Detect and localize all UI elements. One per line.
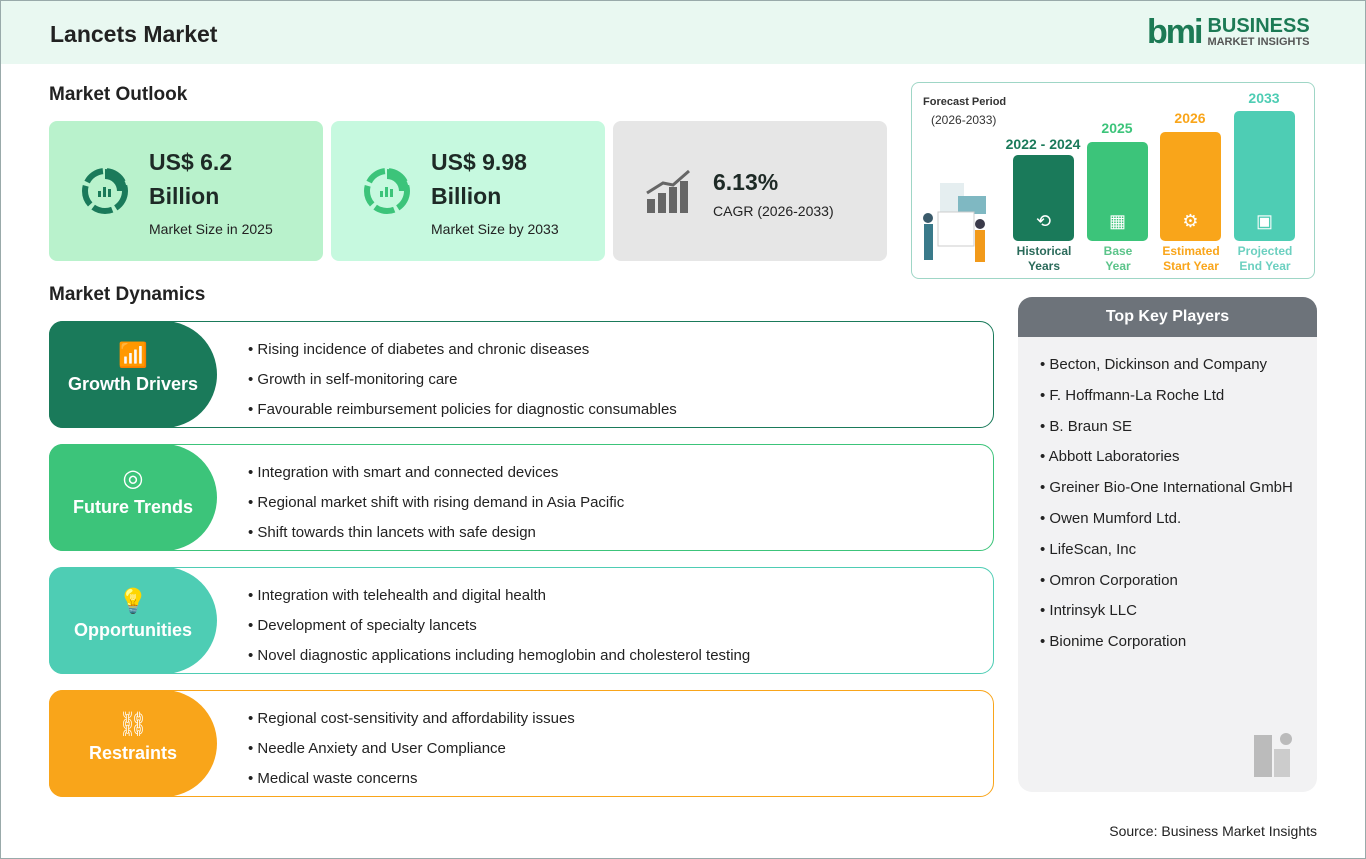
period-caption: Projected End Year bbox=[1230, 244, 1300, 274]
historical-bar: ⟲ bbox=[1013, 155, 1074, 241]
restraints-label: ⛓ Restraints bbox=[49, 690, 217, 797]
card-value-unit: Billion bbox=[149, 183, 220, 209]
base-year-bar: ▦ bbox=[1087, 142, 1148, 241]
caption-line: Start Year bbox=[1163, 259, 1219, 273]
future-trends-panel: ◎ Future Trends • Integration with smart … bbox=[49, 444, 994, 551]
logo-line1: BUSINESS bbox=[1207, 15, 1310, 37]
key-players-heading: Top Key Players bbox=[1018, 297, 1317, 337]
card-label: CAGR (2026-2033) bbox=[713, 203, 834, 219]
list-item: • Medical waste concerns bbox=[248, 770, 418, 787]
period-year: 2022 - 2024 bbox=[1005, 136, 1081, 152]
list-item: • Growth in self-monitoring care bbox=[248, 371, 458, 388]
group-label: Growth Drivers bbox=[67, 374, 199, 394]
cagr-card: 6.13% CAGR (2026-2033) bbox=[613, 121, 887, 261]
caption-line: Years bbox=[1027, 259, 1061, 273]
group-label: Opportunities bbox=[74, 620, 192, 640]
list-item: • Shift towards thin lancets with safe d… bbox=[248, 524, 536, 541]
growth-bars-icon bbox=[646, 169, 690, 213]
growth-chart-icon: 📶 bbox=[118, 342, 148, 369]
card-label: Market Size by 2033 bbox=[431, 221, 559, 237]
list-item: • Favourable reimbursement policies for … bbox=[248, 401, 677, 418]
estimated-bar: ⚙ bbox=[1160, 132, 1221, 241]
forecast-panel: Forecast Period (2026-2033) ⟲ ▦ ⚙ ▣ 2022… bbox=[911, 82, 1315, 279]
period-year: 2033 bbox=[1248, 90, 1280, 106]
market-dynamics-heading: Market Dynamics bbox=[49, 284, 206, 305]
list-item: • Integration with smart and connected d… bbox=[248, 464, 559, 481]
logo-line2: MARKET INSIGHTS bbox=[1207, 36, 1310, 48]
donut-chart-icon bbox=[82, 168, 128, 214]
growth-drivers-label: 📶 Growth Drivers bbox=[49, 321, 217, 428]
forecast-label: Forecast Period bbox=[923, 96, 1007, 108]
building-icon bbox=[1254, 733, 1292, 777]
list-item: • Regional market shift with rising dema… bbox=[248, 494, 625, 511]
logo: bmi BUSINESS MARKET INSIGHTS bbox=[1147, 13, 1310, 51]
broken-link-icon: ⛓ bbox=[117, 711, 149, 738]
caption-line: Estimated bbox=[1162, 244, 1220, 258]
source-note: Source: Business Market Insights bbox=[1109, 823, 1317, 839]
opportunities-label: 💡 Opportunities bbox=[49, 567, 217, 674]
card-value: 6.13% bbox=[713, 169, 779, 195]
market-size-2033-card: US$ 9.98 Billion Market Size by 2033 bbox=[331, 121, 605, 261]
analyst-illustration-icon bbox=[923, 183, 986, 262]
history-icon: ⟲ bbox=[1035, 211, 1052, 231]
card-label: Market Size in 2025 bbox=[149, 221, 273, 237]
donut-chart-icon bbox=[364, 168, 410, 214]
forecast-range: (2026-2033) bbox=[931, 113, 997, 127]
key-player-item: • Owen Mumford Ltd. bbox=[1040, 509, 1182, 527]
card-value: US$ 6.2 bbox=[149, 149, 233, 175]
projected-bar: ▣ bbox=[1234, 111, 1295, 241]
key-player-item: • F. Hoffmann-La Roche Ltd bbox=[1040, 386, 1225, 404]
market-size-2025-card: US$ 6.2 Billion Market Size in 2025 bbox=[49, 121, 323, 261]
key-player-item: • Becton, Dickinson and Company bbox=[1040, 356, 1268, 373]
key-player-item: • Abbott Laboratories bbox=[1040, 448, 1180, 466]
group-label: Future Trends bbox=[72, 497, 193, 517]
presentation-icon: ▣ bbox=[1255, 211, 1273, 231]
gear-chart-icon: ⚙ bbox=[1182, 211, 1199, 231]
caption-line: Year bbox=[1105, 259, 1131, 273]
card-value-unit: Billion bbox=[431, 183, 502, 209]
key-player-item: • Intrinsyk LLC bbox=[1040, 602, 1137, 620]
period-caption: Historical Years bbox=[1009, 244, 1079, 274]
caption-line: Historical bbox=[1016, 244, 1072, 258]
growth-drivers-panel: 📶 Growth Drivers • Rising incidence of di… bbox=[49, 321, 994, 428]
caption-line: End Year bbox=[1239, 259, 1291, 273]
calendar-icon: ▦ bbox=[1108, 211, 1126, 231]
key-player-item: • B. Braun SE bbox=[1040, 417, 1132, 435]
caption-line: Projected bbox=[1237, 244, 1293, 258]
list-item: • Development of specialty lancets bbox=[248, 617, 477, 634]
list-item: • Needle Anxiety and User Compliance bbox=[248, 740, 506, 757]
caption-line: Base bbox=[1103, 244, 1133, 258]
market-outlook-heading: Market Outlook bbox=[49, 84, 188, 105]
restraints-panel: ⛓ Restraints • Regional cost-sensitivity … bbox=[49, 690, 994, 797]
period-caption: Base Year bbox=[1083, 244, 1153, 274]
period-year: 2025 bbox=[1101, 120, 1133, 136]
key-players-panel: Top Key Players • Becton, Dickinson and … bbox=[1018, 297, 1317, 792]
key-player-item: • Bionime Corporation bbox=[1040, 633, 1187, 651]
future-trends-label: ◎ Future Trends bbox=[49, 444, 217, 551]
list-item: • Rising incidence of diabetes and chron… bbox=[248, 341, 590, 358]
key-player-item: • LifeScan, Inc bbox=[1040, 540, 1137, 558]
target-icon: ◎ bbox=[122, 465, 144, 492]
page-title: Lancets Market bbox=[50, 21, 218, 47]
logo-mark: bmi bbox=[1147, 13, 1203, 51]
period-caption: Estimated Start Year bbox=[1156, 244, 1226, 274]
list-item: • Integration with telehealth and digita… bbox=[248, 587, 546, 604]
group-label: Restraints bbox=[88, 743, 178, 763]
key-player-item: • Omron Corporation bbox=[1040, 571, 1178, 589]
card-value: US$ 9.98 bbox=[431, 149, 527, 175]
header: Lancets Market bmi BUSINESS MARKET INSIG… bbox=[1, 1, 1365, 64]
list-item: • Regional cost-sensitivity and affordab… bbox=[248, 710, 575, 727]
opportunities-panel: 💡 Opportunities • Integration with telehe… bbox=[49, 567, 994, 674]
lightbulb-hand-icon: 💡 bbox=[118, 588, 148, 615]
period-year: 2026 bbox=[1174, 110, 1206, 126]
key-player-item: • Greiner Bio-One International GmbH bbox=[1040, 479, 1293, 497]
list-item: • Novel diagnostic applications includin… bbox=[248, 647, 751, 664]
